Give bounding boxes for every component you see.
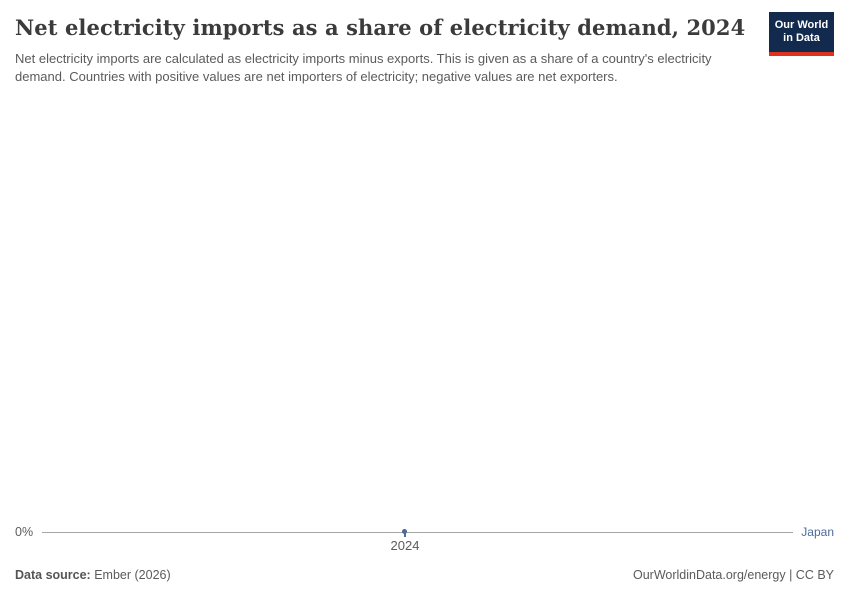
- data-source-value: Ember (2026): [90, 568, 171, 582]
- chart-footer: Data source: Ember (2026) OurWorldinData…: [15, 568, 834, 582]
- data-point-japan-2024[interactable]: [402, 529, 407, 534]
- page-title: Net electricity imports as a share of el…: [15, 15, 746, 40]
- chart-header: Net electricity imports as a share of el…: [15, 14, 760, 86]
- data-source-label: Data source:: [15, 568, 91, 582]
- chart-subtitle: Net electricity imports are calculated a…: [15, 51, 712, 84]
- license-link[interactable]: OurWorldinData.org/energy | CC BY: [632, 568, 834, 582]
- axis-line: [42, 531, 794, 533]
- data-source: Data source: Ember (2026): [15, 568, 171, 582]
- owid-logo-line2: in Data: [783, 32, 820, 44]
- x-axis: 0% Japan: [15, 525, 834, 539]
- x-axis-tick-label: 2024: [390, 538, 420, 553]
- x-axis-tick-2024: [404, 532, 406, 537]
- y-axis-zero-label: 0%: [15, 525, 34, 539]
- entity-label-japan[interactable]: Japan: [801, 525, 834, 539]
- owid-logo[interactable]: Our World in Data: [769, 12, 834, 56]
- owid-logo-line1: Our World: [774, 19, 829, 31]
